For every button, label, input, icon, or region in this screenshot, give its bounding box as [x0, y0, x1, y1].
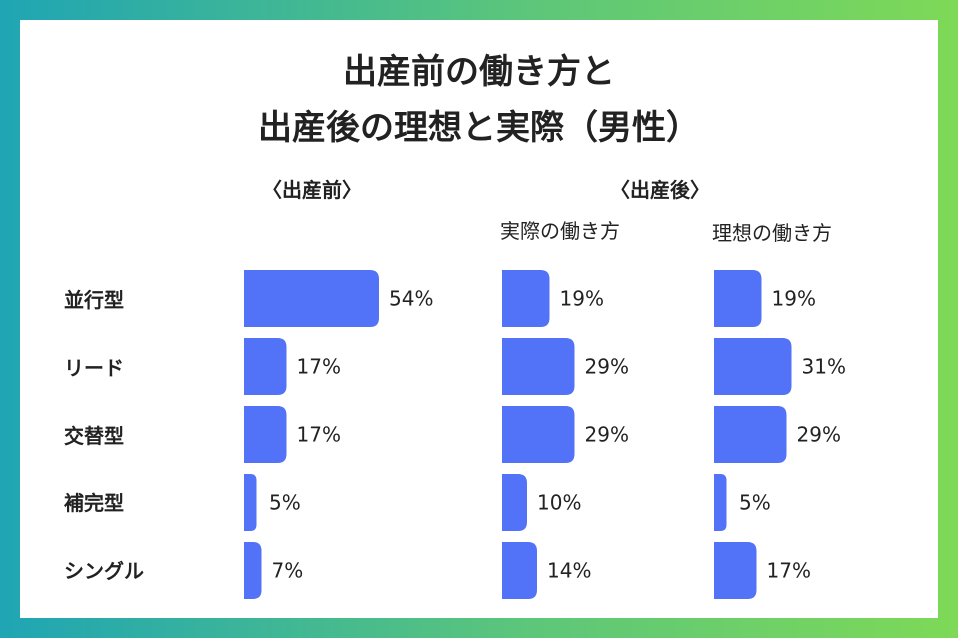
- value-label-ideal-4: 5%: [739, 491, 771, 515]
- value-label-ideal-5: 17%: [767, 559, 811, 583]
- bar-before-3: [244, 406, 287, 463]
- value-label-before-3: 17%: [297, 423, 341, 447]
- bar-before-1: [244, 270, 379, 327]
- bar-before-4: [244, 474, 257, 531]
- value-label-before-1: 54%: [389, 287, 433, 311]
- value-label-before-2: 17%: [297, 355, 341, 379]
- bar-ideal-5: [714, 542, 757, 599]
- category-label-single: シングル: [64, 559, 144, 583]
- bar-ideal-1: [714, 270, 762, 327]
- subheader-actual: 実際の働き方: [500, 219, 620, 243]
- category-label-complementary: 補完型: [64, 491, 124, 515]
- category-label-alternating: 交替型: [64, 424, 124, 448]
- group-label-after: 〈出産後〉: [610, 178, 710, 202]
- chart-title-line1: 出産前の働き方と: [343, 52, 615, 92]
- bar-ideal-3: [714, 406, 787, 463]
- value-label-actual-2: 29%: [585, 355, 629, 379]
- bar-actual-4: [502, 474, 527, 531]
- chart-panel: [20, 20, 938, 618]
- bar-ideal-2: [714, 338, 792, 395]
- subheader-ideal: 理想の働き方: [712, 221, 832, 245]
- value-label-ideal-1: 19%: [772, 287, 816, 311]
- bar-ideal-4: [714, 474, 727, 531]
- group-label-before: 〈出産前〉: [262, 178, 362, 202]
- bar-actual-2: [502, 338, 575, 395]
- bar-actual-5: [502, 542, 537, 599]
- value-label-actual-4: 10%: [537, 491, 581, 515]
- value-label-actual-1: 19%: [560, 287, 604, 311]
- category-label-lead: リード: [64, 356, 124, 380]
- bar-before-5: [244, 542, 262, 599]
- bar-before-2: [244, 338, 287, 395]
- value-label-before-5: 7%: [272, 559, 304, 583]
- bar-actual-1: [502, 270, 550, 327]
- value-label-ideal-3: 29%: [797, 423, 841, 447]
- bar-actual-3: [502, 406, 575, 463]
- value-label-ideal-2: 31%: [802, 355, 846, 379]
- value-label-actual-5: 14%: [547, 559, 591, 583]
- value-label-actual-3: 29%: [585, 423, 629, 447]
- chart-title-line2: 出産後の理想と実際（男性）: [258, 108, 700, 148]
- value-label-before-4: 5%: [269, 491, 301, 515]
- category-label-parallel: 並行型: [64, 288, 124, 312]
